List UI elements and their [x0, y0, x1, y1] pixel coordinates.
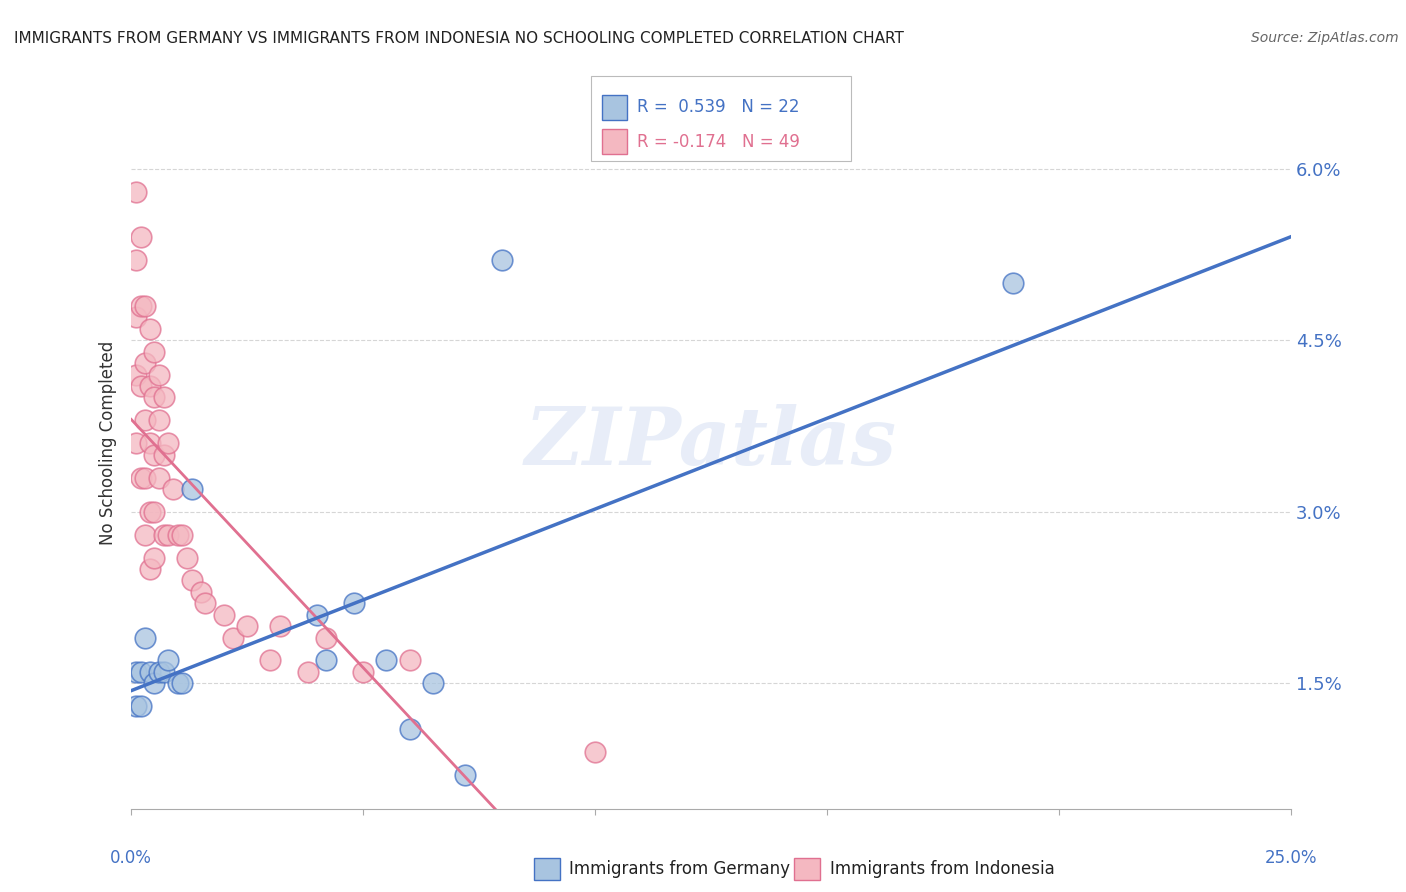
Point: [125, 368, 148, 382]
Point: [125, 699, 148, 714]
Point: [236, 619, 259, 633]
Point: [398, 722, 420, 736]
Point: [148, 368, 170, 382]
Point: [398, 653, 420, 667]
Point: [194, 596, 217, 610]
Point: [176, 550, 198, 565]
Y-axis label: No Schooling Completed: No Schooling Completed: [100, 341, 117, 545]
Text: ZIPatlas: ZIPatlas: [524, 404, 897, 482]
Text: 0.0%: 0.0%: [110, 849, 152, 867]
Point: [491, 253, 513, 268]
Point: [172, 676, 194, 690]
Point: [180, 482, 202, 496]
Point: [157, 653, 180, 667]
Point: [305, 607, 328, 622]
Point: [134, 299, 156, 313]
Point: [148, 665, 170, 679]
Point: [129, 230, 152, 244]
Point: [148, 413, 170, 427]
Point: [143, 391, 166, 405]
Point: [166, 676, 188, 690]
Point: [125, 253, 148, 268]
Point: [583, 745, 606, 759]
Point: [315, 631, 337, 645]
Point: [148, 470, 170, 484]
Point: [134, 631, 156, 645]
Point: [134, 413, 156, 427]
Point: [152, 391, 174, 405]
Point: [129, 470, 152, 484]
Point: [152, 527, 174, 541]
Point: [157, 436, 180, 450]
Text: IMMIGRANTS FROM GERMANY VS IMMIGRANTS FROM INDONESIA NO SCHOOLING COMPLETED CORR: IMMIGRANTS FROM GERMANY VS IMMIGRANTS FR…: [14, 31, 904, 46]
Point: [134, 470, 156, 484]
Point: [212, 607, 235, 622]
Point: [152, 448, 174, 462]
Point: [139, 436, 162, 450]
Point: [125, 436, 148, 450]
Text: Source: ZipAtlas.com: Source: ZipAtlas.com: [1251, 31, 1399, 45]
Point: [172, 527, 194, 541]
Text: Immigrants from Germany: Immigrants from Germany: [569, 860, 790, 878]
Point: [134, 356, 156, 370]
Point: [143, 344, 166, 359]
Point: [157, 527, 180, 541]
Point: [352, 665, 374, 679]
Point: [129, 665, 152, 679]
Point: [343, 596, 366, 610]
Point: [139, 379, 162, 393]
Point: [454, 768, 477, 782]
Point: [375, 653, 398, 667]
Point: [139, 665, 162, 679]
Point: [259, 653, 281, 667]
Point: [125, 185, 148, 199]
Point: [125, 665, 148, 679]
Point: [143, 676, 166, 690]
Point: [129, 379, 152, 393]
Point: [180, 574, 202, 588]
Point: [143, 550, 166, 565]
Point: [134, 527, 156, 541]
Point: [222, 631, 245, 645]
Text: 25.0%: 25.0%: [1265, 849, 1317, 867]
Text: Immigrants from Indonesia: Immigrants from Indonesia: [830, 860, 1054, 878]
Point: [143, 505, 166, 519]
Text: R = -0.174   N = 49: R = -0.174 N = 49: [637, 133, 800, 151]
Point: [152, 665, 174, 679]
Point: [125, 310, 148, 325]
Point: [297, 665, 319, 679]
Point: [162, 482, 184, 496]
Text: R =  0.539   N = 22: R = 0.539 N = 22: [637, 98, 800, 116]
Point: [139, 505, 162, 519]
Point: [139, 562, 162, 576]
Point: [143, 448, 166, 462]
Point: [129, 699, 152, 714]
Point: [190, 584, 212, 599]
Point: [139, 322, 162, 336]
Point: [129, 299, 152, 313]
Point: [422, 676, 444, 690]
Point: [166, 527, 188, 541]
Point: [269, 619, 291, 633]
Point: [1001, 276, 1024, 290]
Point: [315, 653, 337, 667]
